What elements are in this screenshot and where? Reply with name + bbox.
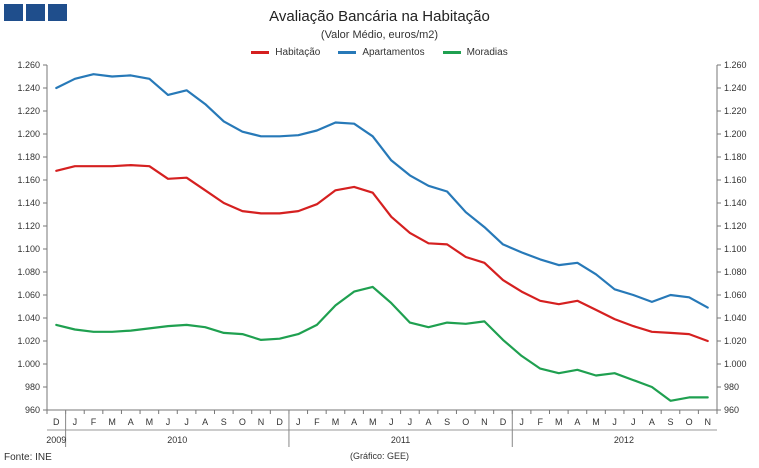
x-tick-label: F — [537, 417, 543, 427]
y-tick-label: 1.180 — [724, 152, 747, 162]
x-tick-label: O — [239, 417, 246, 427]
x-tick-label: M — [369, 417, 377, 427]
y-tick-label: 960 — [25, 405, 40, 415]
year-label: 2009 — [46, 435, 66, 445]
x-tick-label: A — [351, 417, 357, 427]
gee-logo — [4, 4, 67, 21]
x-tick-label: S — [444, 417, 450, 427]
legend-swatch — [338, 51, 357, 54]
y-tick-label: 1.200 — [724, 129, 747, 139]
x-tick-label: M — [146, 417, 154, 427]
legend-label: Moradias — [466, 47, 508, 58]
legend-item-apartamentos: Apartamentos — [338, 47, 425, 58]
x-tick-label: M — [555, 417, 563, 427]
x-tick-label: J — [631, 417, 636, 427]
y-tick-label: 1.160 — [724, 175, 747, 185]
y-tick-label: 1.100 — [724, 244, 747, 254]
x-tick-label: M — [332, 417, 340, 427]
logo-block — [26, 4, 45, 21]
y-tick-label: 1.100 — [17, 244, 40, 254]
year-label: 2012 — [614, 435, 634, 445]
x-tick-label: J — [389, 417, 394, 427]
x-tick-label: J — [73, 417, 78, 427]
legend-label: Apartamentos — [362, 47, 425, 58]
chart-legend: Habitação Apartamentos Moradias — [0, 47, 759, 58]
y-tick-label: 1.220 — [724, 106, 747, 116]
x-tick-label: F — [314, 417, 320, 427]
legend-item-moradias: Moradias — [442, 47, 508, 58]
y-tick-label: 1.120 — [724, 221, 747, 231]
y-tick-label: 980 — [724, 382, 739, 392]
y-tick-label: 1.020 — [724, 336, 747, 346]
y-tick-label: 1.080 — [724, 267, 747, 277]
x-tick-label: A — [649, 417, 655, 427]
legend-swatch — [442, 51, 461, 54]
y-tick-label: 1.000 — [17, 359, 40, 369]
x-tick-label: O — [462, 417, 469, 427]
x-tick-label: F — [91, 417, 97, 427]
y-tick-label: 1.120 — [17, 221, 40, 231]
x-tick-label: J — [519, 417, 524, 427]
series-line-moradias — [55, 285, 709, 402]
logo-block — [4, 4, 23, 21]
series-line-apartamentos — [55, 73, 709, 309]
x-tick-label: D — [500, 417, 507, 427]
x-tick-label: J — [184, 417, 189, 427]
y-tick-label: 1.040 — [724, 313, 747, 323]
y-tick-label: 1.000 — [724, 359, 747, 369]
legend-swatch — [251, 51, 270, 54]
x-tick-label: A — [426, 417, 432, 427]
x-tick-label: N — [258, 417, 265, 427]
y-tick-label: 1.040 — [17, 313, 40, 323]
x-tick-label: D — [53, 417, 60, 427]
y-tick-label: 1.240 — [724, 83, 747, 93]
chart-title: Avaliação Bancária na Habitação — [269, 8, 490, 25]
y-tick-label: 1.060 — [724, 290, 747, 300]
x-tick-label: J — [408, 417, 413, 427]
y-tick-label: 1.160 — [17, 175, 40, 185]
x-tick-label: A — [202, 417, 208, 427]
y-tick-label: 1.240 — [17, 83, 40, 93]
x-tick-label: S — [667, 417, 673, 427]
x-tick-label: N — [704, 417, 711, 427]
year-label: 2010 — [167, 435, 187, 445]
source-note: Fonte: INE — [4, 452, 52, 463]
y-tick-label: 980 — [25, 382, 40, 392]
y-tick-label: 1.140 — [17, 198, 40, 208]
y-tick-label: 1.020 — [17, 336, 40, 346]
x-tick-label: J — [296, 417, 301, 427]
series-line-habitao — [55, 164, 709, 343]
x-tick-label: A — [128, 417, 134, 427]
x-tick-label: J — [612, 417, 617, 427]
legend-label: Habitação — [275, 47, 321, 58]
x-tick-label: S — [221, 417, 227, 427]
credit-note: (Gráfico: GEE) — [349, 451, 409, 461]
y-tick-label: 1.080 — [17, 267, 40, 277]
y-tick-label: 1.140 — [724, 198, 747, 208]
y-tick-label: 1.200 — [17, 129, 40, 139]
x-tick-label: M — [108, 417, 116, 427]
y-tick-label: 1.180 — [17, 152, 40, 162]
y-tick-label: 1.260 — [17, 60, 40, 70]
legend-item-habitacao: Habitação — [251, 47, 320, 58]
chart-subtitle: (Valor Médio, euros/m2) — [320, 29, 439, 41]
year-label: 2011 — [391, 435, 410, 445]
x-tick-label: J — [166, 417, 171, 427]
y-tick-label: 1.060 — [17, 290, 40, 300]
x-tick-label: M — [592, 417, 600, 427]
logo-block — [48, 4, 67, 21]
y-tick-label: 960 — [724, 405, 739, 415]
x-tick-label: A — [574, 417, 580, 427]
x-tick-label: O — [686, 417, 693, 427]
y-tick-label: 1.220 — [17, 106, 40, 116]
y-tick-label: 1.260 — [724, 60, 747, 70]
x-tick-label: D — [276, 417, 283, 427]
x-tick-label: N — [481, 417, 488, 427]
